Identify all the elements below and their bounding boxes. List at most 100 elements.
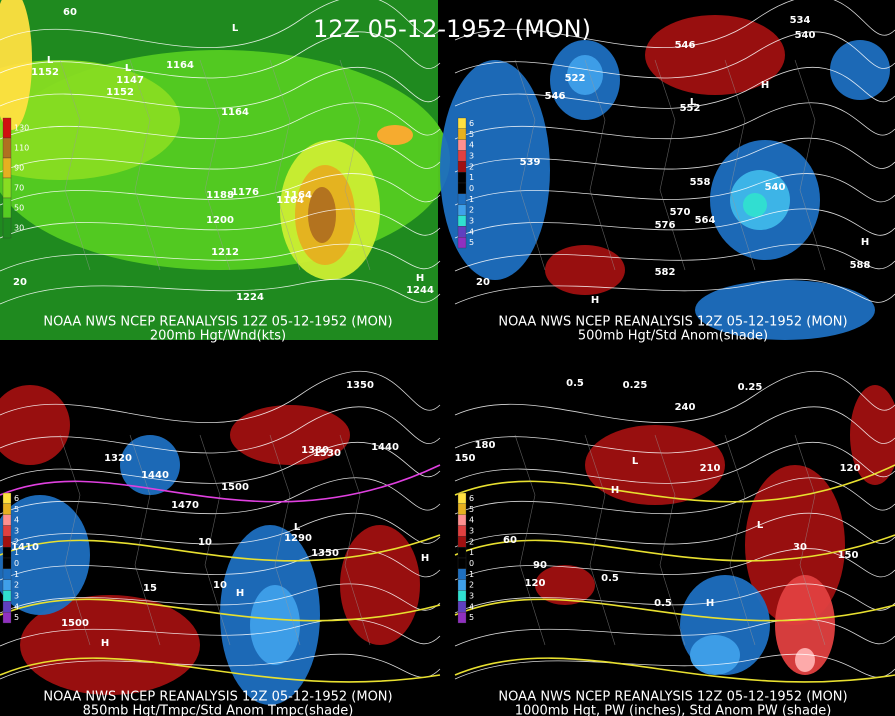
height-contour: [454, 370, 895, 424]
map-panel: 0.5 0.25 0.251801502102409012060300.50.5HL…: [454, 370, 895, 716]
colorbar-label: 6: [14, 494, 19, 503]
height-contour: [0, 406, 441, 454]
anomaly-shade: [0, 495, 90, 615]
contour-label: 534: [790, 15, 811, 26]
main-title: 12Z 05-12-1952 (MON): [313, 15, 591, 43]
height-contour: [0, 102, 441, 140]
contour-label: 1350: [311, 548, 339, 559]
contour-label: 20: [476, 277, 490, 288]
colorbar-label: 5: [14, 505, 19, 514]
anomaly-shade: [230, 405, 350, 465]
anomaly-shade: [830, 40, 890, 100]
height-contour: [454, 406, 895, 454]
contour-label: 1530: [313, 448, 341, 459]
colorbar-label: 1: [469, 173, 474, 182]
colorbar-swatch: [457, 557, 467, 569]
colorbar-swatch: [457, 215, 467, 227]
height-contour: [454, 441, 895, 484]
colorbar-swatch: [2, 177, 12, 199]
contour-label: L: [294, 522, 301, 533]
colorbar-label: 3: [469, 526, 474, 535]
coastline: [654, 59, 686, 271]
colorbar-swatch: [2, 568, 12, 580]
colorbar-swatch: [457, 579, 467, 591]
height-contour: [454, 0, 895, 49]
contour-label: 1470: [171, 500, 199, 511]
contour-label: 1500: [221, 482, 249, 493]
contour-label: 558: [690, 177, 711, 188]
coastline: [584, 59, 616, 271]
contour-label: 1164: [284, 190, 312, 201]
height-contour: [454, 583, 895, 614]
anomaly-shade: [0, 385, 70, 465]
contour-label: 1410: [11, 542, 39, 553]
colorbar-swatch: [2, 525, 12, 537]
contour-label: H: [101, 638, 109, 649]
height-contour: [454, 512, 895, 548]
anomaly-shade: [308, 187, 336, 243]
temperature-contour: [454, 464, 895, 503]
contour-label: 60: [503, 535, 517, 546]
contour-label: 564: [695, 215, 716, 226]
colorbar-label: 130: [14, 124, 29, 133]
colorbar-label: 2: [469, 162, 474, 171]
colorbar-label: 2: [469, 206, 474, 215]
contour-label: 1320: [104, 453, 132, 464]
height-contour: [454, 653, 895, 680]
contour-label: H: [761, 80, 769, 91]
panel-caption: NOAA NWS NCEP REANALYSIS 12Z 05-12-1952 …: [498, 315, 847, 330]
coastline: [199, 434, 231, 646]
height-contour: [0, 653, 441, 680]
coastline: [269, 59, 301, 271]
panel-caption: NOAA NWS NCEP REANALYSIS 12Z 05-12-1952 …: [43, 690, 392, 705]
contour-label: 1440: [141, 470, 169, 481]
anomaly-shade: [645, 15, 785, 95]
height-contour: [0, 31, 441, 79]
contour-label: 15: [143, 583, 157, 594]
contour-label: 1188: [206, 190, 234, 201]
colorbar-swatch: [2, 612, 12, 624]
contour-label: 1147: [116, 75, 144, 86]
colorbar-label: 1: [469, 548, 474, 557]
contour-label: 120: [840, 463, 861, 474]
contour-label: 540: [795, 30, 816, 41]
colorbar-swatch: [2, 547, 12, 559]
coastline: [724, 59, 756, 271]
height-contour: [454, 173, 895, 206]
colorbar-label: 5: [469, 613, 474, 622]
colorbar-swatch: [2, 579, 12, 591]
contour-label: 1164: [276, 195, 304, 206]
colorbar-swatch: [2, 557, 12, 569]
colorbar-swatch: [457, 182, 467, 194]
colorbar-label: 5: [14, 613, 19, 622]
colorbar-swatch: [2, 601, 12, 613]
colorbar-swatch: [2, 137, 12, 159]
contour-label: 522: [565, 73, 586, 84]
colorbar-label: 0: [14, 559, 19, 568]
height-contour: [454, 31, 895, 79]
contour-label: 30: [793, 542, 807, 553]
colorbar-label: 4: [14, 602, 19, 611]
contour-label: 0.5: [601, 573, 619, 584]
panel-caption: 500mb Hgt/Std Anom(shade): [578, 329, 768, 344]
temperature-contour: [0, 598, 441, 622]
colorbar-swatch: [457, 601, 467, 613]
height-contour: [0, 0, 441, 49]
colorbar-swatch: [457, 492, 467, 504]
colorbar-swatch: [2, 197, 12, 219]
contour-label: L: [125, 63, 132, 74]
colorbar-swatch: [457, 150, 467, 162]
colorbar-label: 3: [469, 216, 474, 225]
coastline: [129, 59, 161, 271]
colorbar-label: 4: [469, 602, 474, 611]
colorbar-label: 2: [469, 537, 474, 546]
contour-label: 546: [675, 40, 696, 51]
colorbar-swatch: [2, 492, 12, 504]
height-contour: [454, 477, 895, 515]
contour-label: 1290: [284, 533, 312, 544]
contour-label: 240: [675, 402, 696, 413]
contour-label: L: [757, 520, 764, 531]
coastline: [129, 434, 161, 646]
coastline: [794, 434, 826, 646]
contour-label: 1244: [406, 285, 434, 296]
